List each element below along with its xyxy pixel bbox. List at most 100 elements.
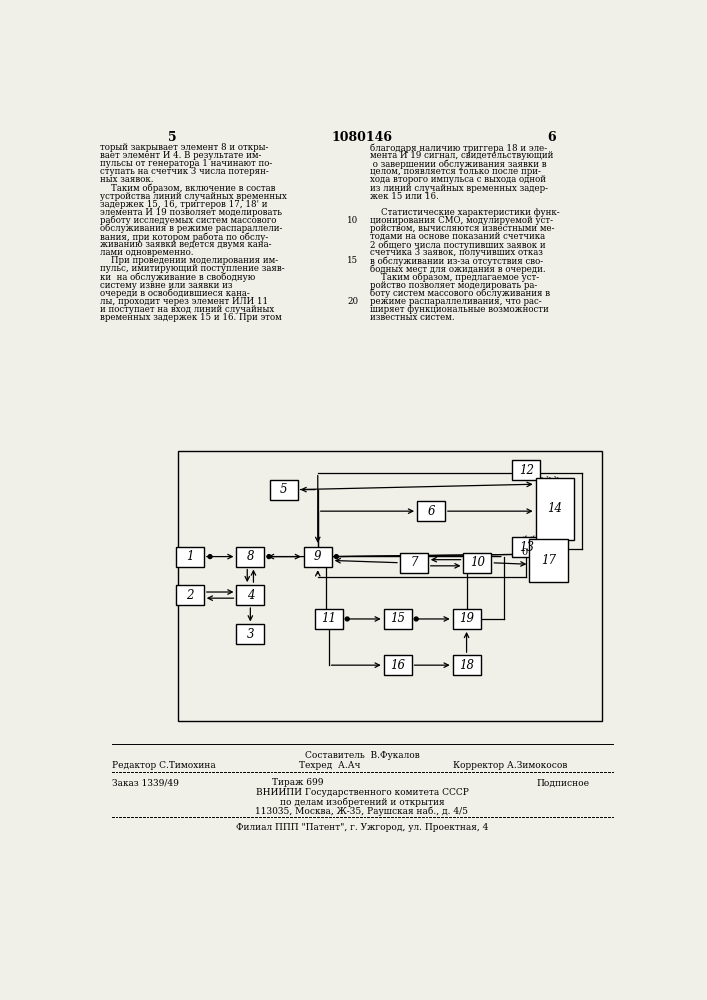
Bar — [304, 547, 332, 567]
Text: 2: 2 — [186, 589, 194, 602]
Text: Таким образом, включение в состав: Таким образом, включение в состав — [100, 184, 276, 193]
Text: 12: 12 — [519, 464, 534, 477]
Text: о завершении обслуживания заявки в: о завершении обслуживания заявки в — [370, 159, 547, 169]
Text: 0: 0 — [522, 548, 527, 557]
Text: тодами на основе показаний счетчика: тодами на основе показаний счетчика — [370, 232, 545, 241]
Text: 18: 18 — [459, 659, 474, 672]
Text: 6: 6 — [427, 505, 435, 518]
Bar — [452, 655, 481, 675]
Text: пульс, имитирующий поступление заяв-: пульс, имитирующий поступление заяв- — [100, 264, 285, 273]
Text: 5: 5 — [280, 483, 288, 496]
Circle shape — [414, 617, 418, 621]
Text: Корректор А.Зимокосов: Корректор А.Зимокосов — [452, 761, 567, 770]
Text: Составитель  В.Фукалов: Составитель В.Фукалов — [305, 751, 419, 760]
Text: 13: 13 — [519, 541, 534, 554]
Text: лы, проходит через элемент ИЛИ 11: лы, проходит через элемент ИЛИ 11 — [100, 297, 268, 306]
Circle shape — [208, 555, 212, 559]
Bar — [236, 547, 264, 567]
Text: 7: 7 — [410, 556, 418, 569]
Text: ки  на обслуживание в свободную: ки на обслуживание в свободную — [100, 272, 255, 282]
Text: 1: 1 — [186, 550, 194, 563]
Bar — [176, 585, 204, 605]
Text: ройство позволяет моделировать ра-: ройство позволяет моделировать ра- — [370, 281, 537, 290]
Text: элемента И 19 позволяет моделировать: элемента И 19 позволяет моделировать — [100, 208, 282, 217]
Text: При проведении моделирования им-: При проведении моделирования им- — [100, 256, 278, 265]
Text: 1080146: 1080146 — [332, 131, 392, 144]
Text: целом, появляется только после при-: целом, появляется только после при- — [370, 167, 541, 176]
Text: жек 15 или 16.: жек 15 или 16. — [370, 192, 438, 201]
Text: обслуживания в режиме распараллели-: обслуживания в режиме распараллели- — [100, 224, 282, 233]
Text: 20: 20 — [347, 297, 358, 306]
Text: 15: 15 — [390, 612, 405, 625]
Text: 4: 4 — [247, 589, 254, 602]
Text: 113035, Москва, Ж-35, Раушская наб., д. 4/5: 113035, Москва, Ж-35, Раушская наб., д. … — [255, 807, 469, 816]
Text: ширяет функциональные возможности: ширяет функциональные возможности — [370, 305, 549, 314]
Text: устройства линий случайных временных: устройства линий случайных временных — [100, 192, 287, 201]
Text: 15: 15 — [347, 256, 358, 265]
Text: ВНИИПИ Государственного комитета СССР: ВНИИПИ Государственного комитета СССР — [255, 788, 469, 797]
Text: мента И 19 сигнал, свидетельствующий: мента И 19 сигнал, свидетельствующий — [370, 151, 553, 160]
Text: вает элемент И 4. В результате им-: вает элемент И 4. В результате им- — [100, 151, 262, 160]
Text: лами одновременно.: лами одновременно. — [100, 248, 194, 257]
Bar — [513, 537, 540, 557]
Text: известных систем.: известных систем. — [370, 313, 455, 322]
Bar — [452, 609, 481, 629]
Text: Подписное: Подписное — [537, 778, 590, 787]
Bar — [176, 547, 204, 567]
Text: 16: 16 — [390, 659, 405, 672]
Bar — [464, 553, 491, 573]
Bar — [384, 609, 411, 629]
Text: из линий случайных временных задер-: из линий случайных временных задер- — [370, 184, 548, 193]
Bar — [530, 539, 568, 582]
Text: хода второго импульса с выхода одной: хода второго импульса с выхода одной — [370, 175, 546, 184]
Text: счетчика 3 заявок, получивших отказ: счетчика 3 заявок, получивших отказ — [370, 248, 542, 257]
Text: задержек 15, 16, триггеров 17, 18' и: задержек 15, 16, триггеров 17, 18' и — [100, 200, 267, 209]
Text: систему извне или заявки из: систему извне или заявки из — [100, 281, 233, 290]
Text: вания, при котором работа по обслу-: вания, при котором работа по обслу- — [100, 232, 268, 242]
Text: 8: 8 — [247, 550, 254, 563]
Text: 6: 6 — [547, 131, 556, 144]
Text: ционирования СМО, модулируемой уст-: ционирования СМО, модулируемой уст- — [370, 216, 553, 225]
Text: 17: 17 — [542, 554, 556, 567]
Text: по делам изобретений и открытия: по делам изобретений и открытия — [280, 798, 444, 807]
Text: 2 общего числа поступивших заявок и: 2 общего числа поступивших заявок и — [370, 240, 545, 250]
Text: временных задержек 15 и 16. При этом: временных задержек 15 и 16. При этом — [100, 313, 282, 322]
Text: работу исследуемых систем массового: работу исследуемых систем массового — [100, 216, 276, 225]
Text: боту систем массового обслуживания в: боту систем массового обслуживания в — [370, 289, 550, 298]
Text: и поступает на вход линий случайных: и поступает на вход линий случайных — [100, 305, 274, 314]
Circle shape — [334, 555, 339, 559]
Bar — [270, 480, 298, 500]
Text: живанию заявки ведется двумя кана-: живанию заявки ведется двумя кана- — [100, 240, 271, 249]
Text: 10: 10 — [347, 216, 358, 225]
Text: благодаря наличию триггера 18 и эле-: благодаря наличию триггера 18 и эле- — [370, 143, 547, 153]
Text: 5: 5 — [168, 131, 176, 144]
Text: Тираж 699: Тираж 699 — [272, 778, 323, 787]
Bar — [535, 478, 574, 540]
Bar — [177, 451, 602, 721]
Text: Заказ 1339/49: Заказ 1339/49 — [112, 778, 178, 787]
Text: Техред  А.Ач: Техред А.Ач — [299, 761, 361, 770]
Text: 3: 3 — [247, 628, 254, 641]
Text: режиме распараллеливания, что рас-: режиме распараллеливания, что рас- — [370, 297, 542, 306]
Bar — [236, 624, 264, 644]
Text: торый закрывает элемент 8 и откры-: торый закрывает элемент 8 и откры- — [100, 143, 269, 152]
Bar — [513, 460, 540, 480]
Text: бодных мест для ожидания в очереди.: бодных мест для ожидания в очереди. — [370, 264, 545, 274]
Circle shape — [345, 617, 349, 621]
Text: Редактор С.Тимохина: Редактор С.Тимохина — [112, 761, 216, 770]
Text: Таким образом, предлагаемое уст-: Таким образом, предлагаемое уст- — [370, 272, 539, 282]
Circle shape — [267, 555, 271, 559]
Text: 19: 19 — [459, 612, 474, 625]
Bar — [417, 501, 445, 521]
Text: пульсы от генератора 1 начинают по-: пульсы от генератора 1 начинают по- — [100, 159, 272, 168]
Text: Филиал ППП "Патент", г. Ужгород, ул. Проектная, 4: Филиал ППП "Патент", г. Ужгород, ул. Про… — [235, 823, 488, 832]
Bar — [384, 655, 411, 675]
Text: ступать на счетчик 3 числа потерян-: ступать на счетчик 3 числа потерян- — [100, 167, 269, 176]
Text: Статистические характеристики функ-: Статистические характеристики функ- — [370, 208, 559, 217]
Bar — [400, 553, 428, 573]
Text: 14: 14 — [547, 502, 563, 515]
Text: 11: 11 — [321, 612, 336, 625]
Text: 9: 9 — [314, 550, 322, 563]
Bar — [236, 585, 264, 605]
Text: ройством, вычисляются известными ме-: ройством, вычисляются известными ме- — [370, 224, 554, 233]
